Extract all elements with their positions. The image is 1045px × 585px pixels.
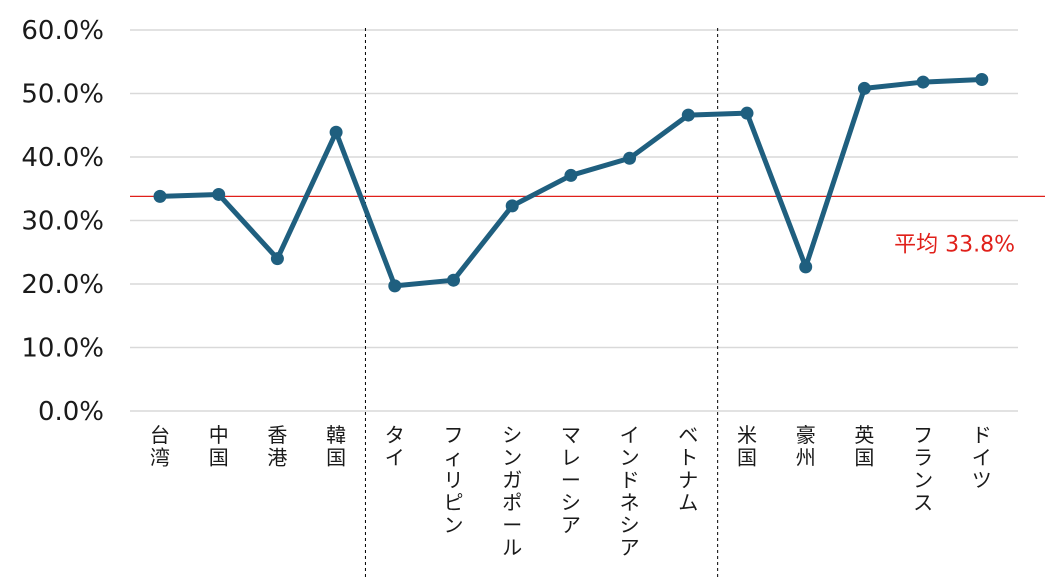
group-dividers: [364, 28, 719, 578]
data-point: [916, 75, 930, 89]
series-line: [157, 77, 985, 289]
y-tick-label: 0.0%: [38, 397, 104, 427]
data-point: [681, 108, 695, 122]
data-point: [388, 279, 402, 293]
data-point: [505, 199, 519, 213]
y-tick-label: 20.0%: [21, 270, 104, 300]
x-tick-label: シンガポール: [502, 423, 522, 560]
gridlines: [130, 29, 1018, 412]
x-tick-label: ベトナム: [678, 423, 698, 515]
x-tick-label: マレーシア: [561, 423, 581, 537]
x-tick-label: 英国: [854, 423, 874, 470]
x-tick-label: 韓国: [326, 423, 346, 470]
y-axis-ticks: 0.0% 10.0% 20.0% 30.0% 40.0% 50.0% 60.0%: [21, 16, 104, 427]
y-tick-label: 40.0%: [21, 143, 104, 173]
y-tick-label: 60.0%: [21, 16, 104, 46]
y-tick-label: 30.0%: [21, 207, 104, 237]
data-point: [212, 187, 226, 201]
x-tick-label: 中国: [209, 423, 229, 470]
x-tick-label: 米国: [737, 423, 757, 470]
data-point: [623, 151, 637, 165]
data-point: [857, 81, 871, 95]
x-tick-label: フランス: [913, 423, 933, 515]
y-tick-label: 10.0%: [21, 334, 104, 364]
x-tick-label: ドイツ: [972, 423, 992, 492]
data-point: [329, 125, 343, 139]
data-point: [975, 73, 989, 87]
x-tick-label: 台湾: [150, 423, 170, 470]
average-label: 平均 33.8%: [894, 232, 1015, 257]
data-point: [270, 252, 284, 266]
x-tick-label: 香港: [267, 423, 287, 470]
series-line-group: [157, 77, 985, 289]
x-tick-label: 豪州: [796, 423, 816, 470]
data-point: [740, 106, 754, 120]
x-tick-label: タイ: [385, 423, 405, 470]
x-tick-label: フィリピン: [444, 423, 464, 537]
data-point: [799, 260, 813, 274]
data-point: [447, 273, 460, 287]
y-tick-label: 50.0%: [21, 80, 104, 110]
x-tick-label: インドネシア: [620, 423, 640, 560]
data-points: [153, 73, 989, 293]
data-point: [564, 168, 578, 182]
data-point: [153, 189, 167, 203]
